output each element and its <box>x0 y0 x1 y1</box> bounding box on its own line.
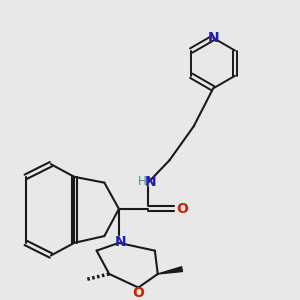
Text: N: N <box>145 175 157 189</box>
Text: O: O <box>132 286 144 300</box>
Polygon shape <box>158 267 182 274</box>
Text: N: N <box>207 31 219 45</box>
Text: N: N <box>115 235 127 249</box>
Text: O: O <box>176 202 188 216</box>
Text: H: H <box>138 175 147 188</box>
